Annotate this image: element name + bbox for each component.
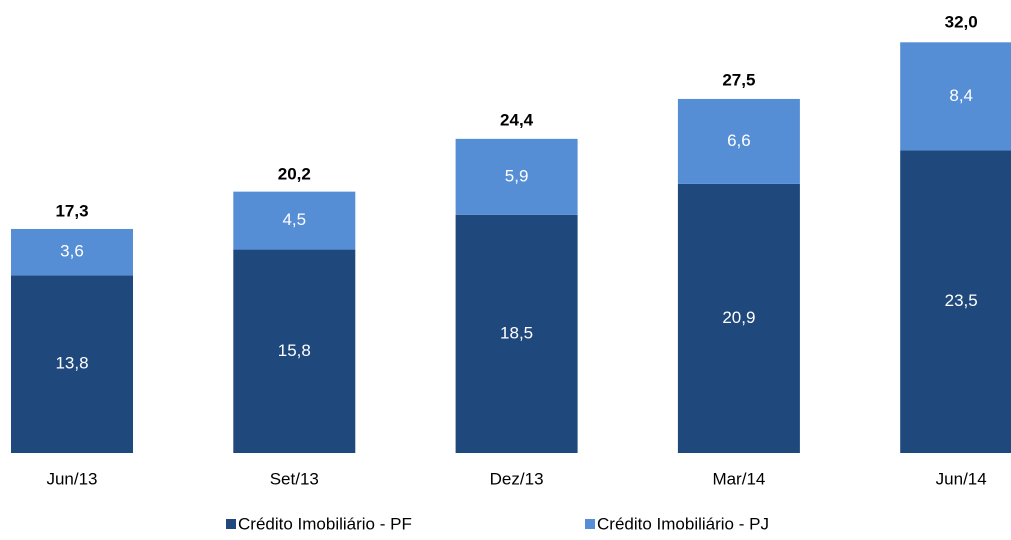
legend-label: Crédito Imobiliário - PJ: [597, 514, 769, 533]
legend-label: Crédito Imobiliário - PF: [238, 514, 412, 533]
value-label: 23,5: [945, 291, 978, 310]
total-label: 24,4: [500, 110, 534, 129]
value-label: 18,5: [500, 323, 533, 342]
x-tick-label: Jun/13: [46, 469, 97, 488]
bar-segment: [900, 150, 1011, 453]
bar-segment: [900, 42, 1011, 151]
value-label: 8,4: [949, 86, 973, 105]
total-label: 20,2: [278, 164, 311, 183]
value-label: 4,5: [282, 210, 306, 229]
value-label: 15,8: [278, 341, 311, 360]
legend-swatch: [585, 519, 595, 529]
bar-segment: [677, 98, 800, 184]
total-label: 27,5: [722, 70, 755, 89]
x-tick-label: Jun/14: [936, 469, 987, 488]
x-tick-label: Set/13: [270, 469, 319, 488]
value-label: 20,9: [722, 308, 755, 327]
x-tick-label: Dez/13: [490, 469, 544, 488]
bar-segment: [233, 191, 356, 250]
bar-segment: [455, 214, 578, 453]
bar-segment: [455, 138, 578, 215]
x-tick-label: Mar/14: [712, 469, 765, 488]
value-label: 3,6: [60, 242, 84, 261]
bar-segment: [11, 275, 133, 453]
bar-segment: [11, 228, 133, 276]
value-label: 13,8: [55, 354, 88, 373]
bar-segment: [677, 183, 800, 453]
value-label: 6,6: [727, 131, 751, 150]
legend-swatch: [226, 519, 236, 529]
total-label: 17,3: [55, 202, 88, 221]
total-label: 32,0: [945, 12, 978, 31]
bar-segment: [233, 249, 356, 453]
value-label: 5,9: [505, 166, 529, 185]
